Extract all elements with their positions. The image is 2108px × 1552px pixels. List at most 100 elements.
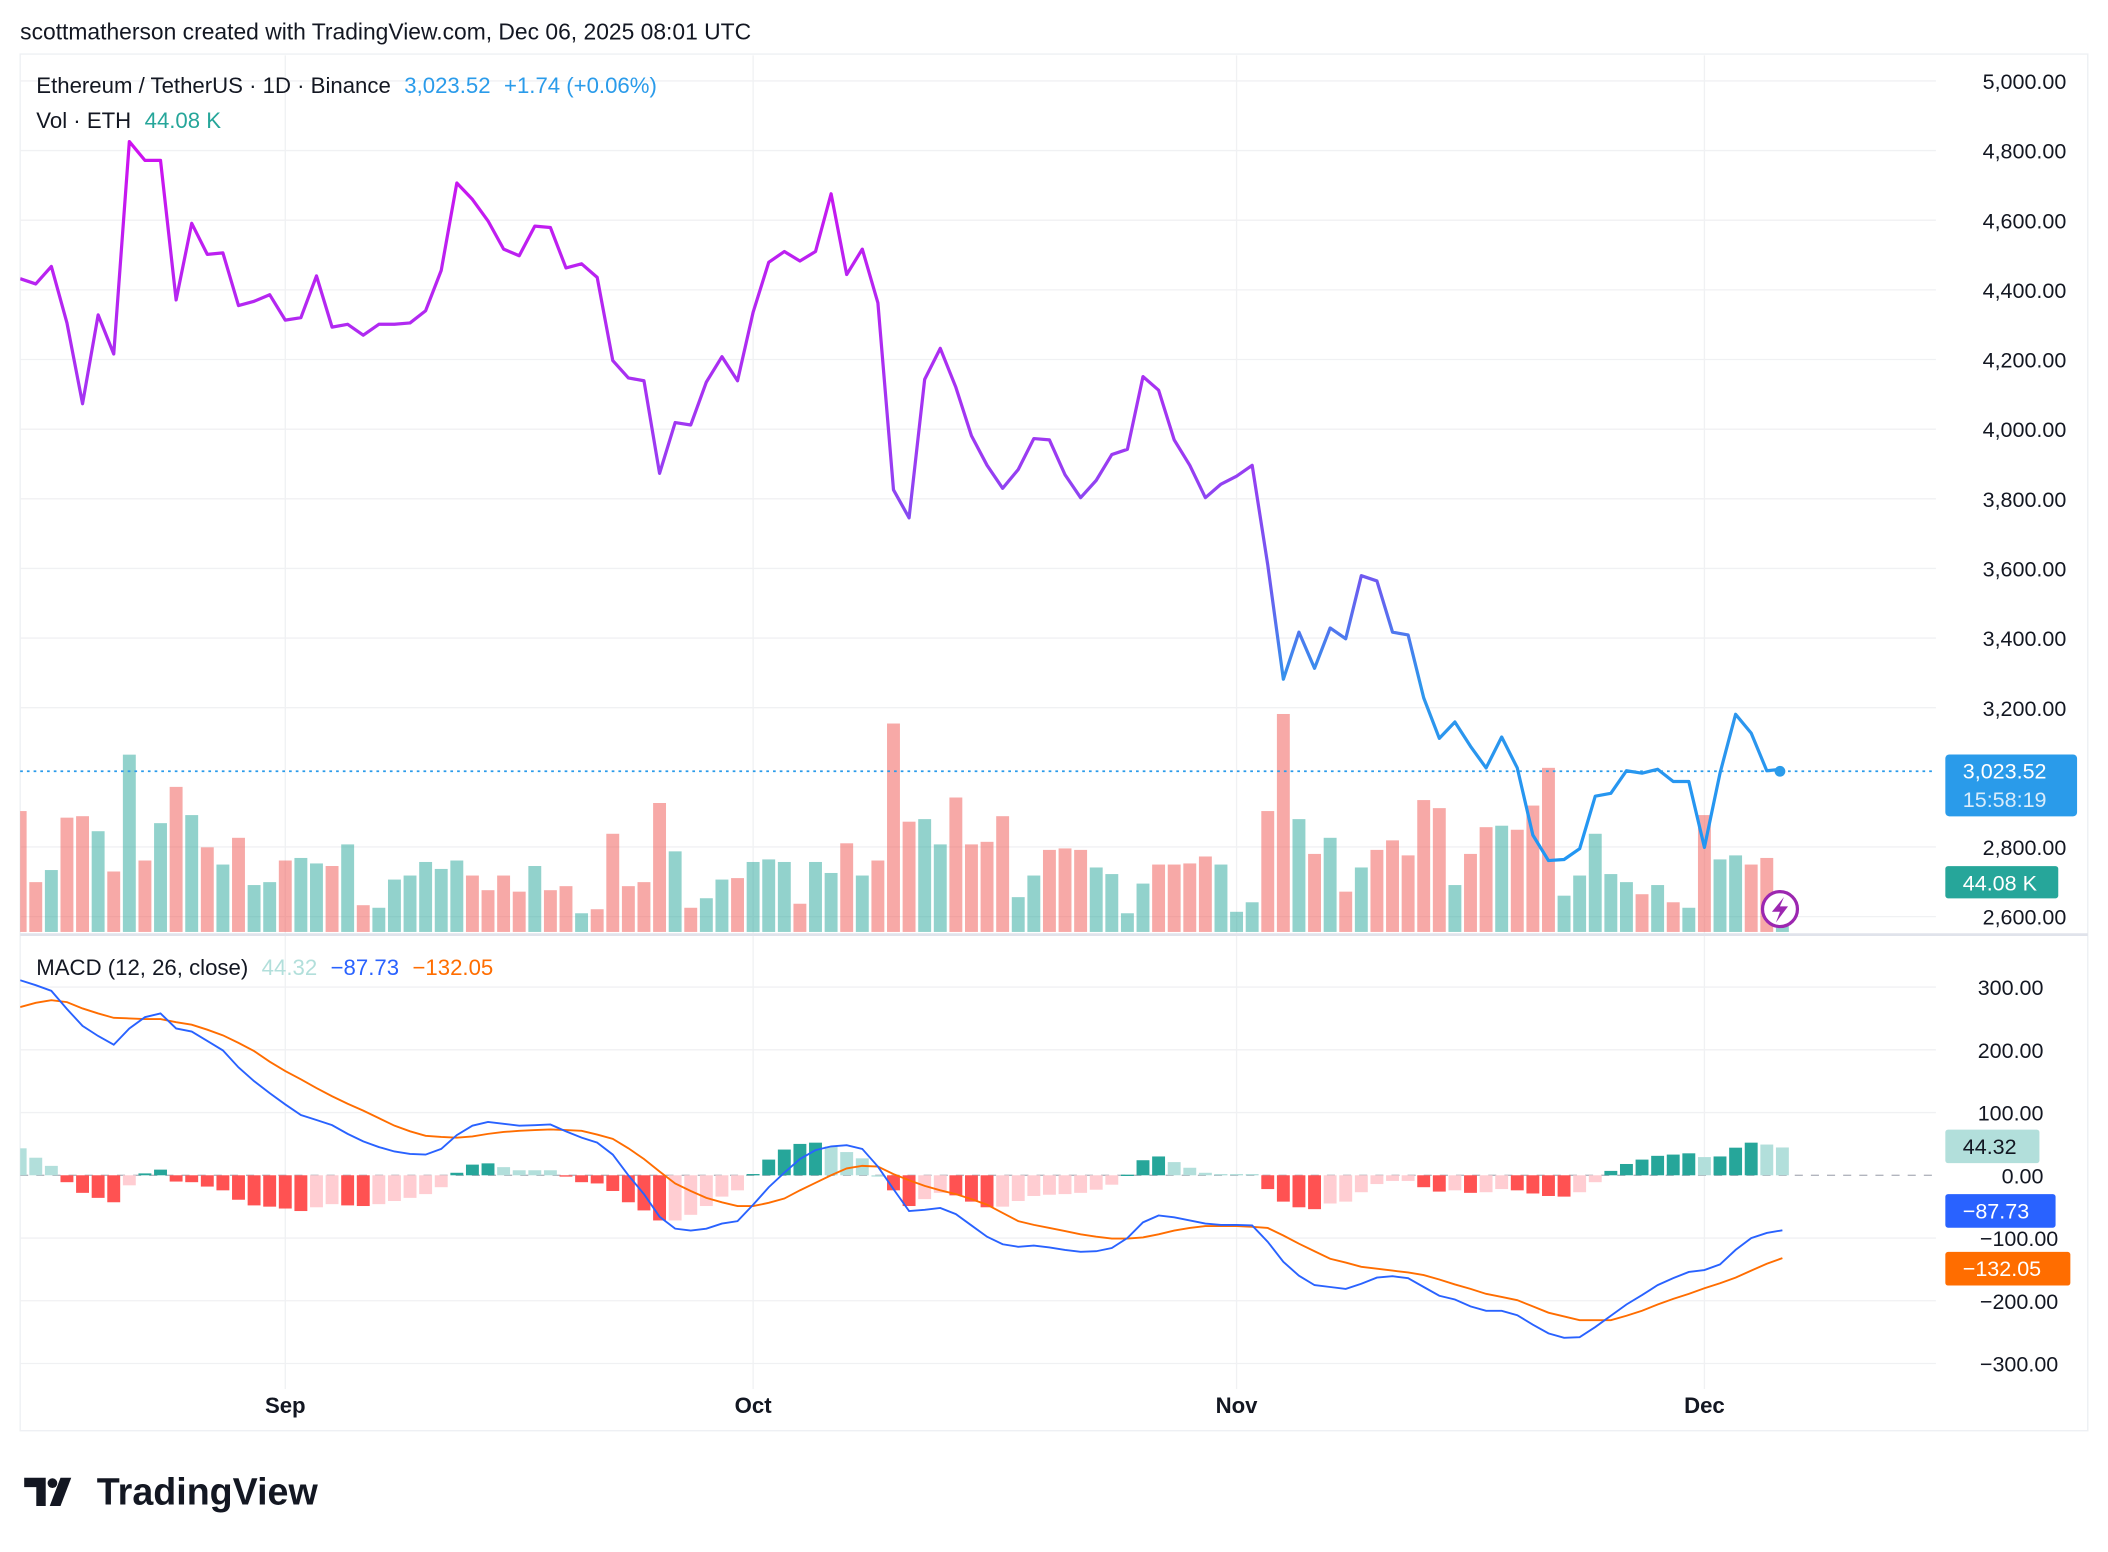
volume-bar (107, 871, 121, 932)
volume-bar (278, 860, 292, 932)
volume-bar (965, 844, 978, 932)
macd-tick-label: −300.00 (1980, 1353, 2058, 1377)
macd-histogram-bar (481, 1163, 495, 1176)
macd-histogram-bar (138, 1173, 152, 1176)
volume-bar (777, 861, 791, 932)
volume-bar (902, 821, 916, 932)
volume-bar (731, 878, 744, 932)
volume-marker-text: 44.08 K (1963, 871, 2038, 895)
volume-bar (653, 803, 667, 932)
volume-bar (138, 860, 152, 932)
macd-tick-label: −200.00 (1980, 1290, 2058, 1314)
macd-histogram-bar (887, 1175, 900, 1191)
volume-legend[interactable]: Vol · ETH 44.08 K (36, 108, 221, 133)
time-tick-label: Sep (265, 1393, 306, 1418)
volume-bar (294, 857, 308, 932)
macd-histogram-bar (1105, 1175, 1119, 1185)
svg-text:MACD (12, 26, close)44.32−87.7: MACD (12, 26, close) 44.32 −87.73 −132.05 (36, 955, 493, 980)
legend-last-price: 3,023.52 (404, 73, 490, 98)
volume-bar (762, 859, 776, 932)
macd-pane (20, 979, 1936, 1339)
macd-hist-value: 44.32 (262, 955, 317, 980)
macd-histogram-bar (1604, 1170, 1618, 1176)
volume-bar (1230, 911, 1244, 932)
volume-bar (559, 886, 573, 932)
macd-histogram-bar (278, 1175, 292, 1209)
volume-bars (20, 713, 1789, 932)
macd-histogram-bar (1526, 1175, 1540, 1194)
macd-histogram-bar (107, 1175, 121, 1203)
macd-histogram-bar (606, 1175, 620, 1191)
volume-bar (1370, 849, 1384, 932)
attribution-text: scottmatherson created with TradingView.… (20, 18, 751, 44)
price-tick-label: 3,600.00 (1983, 557, 2067, 581)
macd-line (20, 979, 1783, 1339)
macd-histogram-bar (1542, 1175, 1555, 1196)
macd-histogram-bar (1729, 1147, 1743, 1176)
volume-bar (543, 890, 557, 932)
price-tick-label: 3,200.00 (1983, 697, 2067, 721)
macd-histogram-bar (263, 1175, 277, 1207)
volume-bar (1027, 875, 1041, 932)
macd-histogram-bar (590, 1175, 604, 1184)
macd-histogram-bar (1682, 1153, 1696, 1176)
price-tick-label: 2,600.00 (1983, 906, 2067, 930)
macd-legend[interactable]: MACD (12, 26, close) 44.32 −87.73 −132.05 (36, 955, 493, 980)
macd-histogram-bar (1417, 1175, 1431, 1188)
volume-bar (1510, 829, 1524, 932)
macd-histogram-bar (746, 1174, 760, 1176)
macd-histogram-bar (434, 1175, 448, 1188)
macd-histogram-bar (1198, 1172, 1212, 1176)
macd-histogram-bar (1292, 1175, 1306, 1208)
macd-histogram-bar (1245, 1174, 1259, 1176)
macd-histogram-bar (44, 1165, 58, 1176)
volume-bar (824, 872, 838, 932)
time-axis[interactable]: Sep Oct Nov Dec (265, 1393, 1725, 1418)
chart-frame (19, 53, 2089, 1432)
macd-axis[interactable]: 300.00 200.00 100.00 0.00 −100.00 −200.00 −300… (1978, 976, 2059, 1376)
tradingview-logo[interactable]: TradingView (24, 1471, 318, 1513)
price-tick-label: 4,200.00 (1983, 349, 2067, 373)
macd-histogram-bar (762, 1159, 776, 1176)
macd-histogram-bar (824, 1146, 838, 1176)
volume-bar (1604, 874, 1618, 932)
volume-bar (1557, 895, 1571, 932)
lightning-icon[interactable] (1760, 890, 1800, 929)
volume-bar (887, 723, 900, 932)
volume-bar (996, 816, 1010, 932)
macd-histogram-bar (996, 1175, 1010, 1207)
macd-histogram-bar (512, 1170, 526, 1176)
macd-histogram-bar (777, 1149, 791, 1176)
macd-histogram-bar (465, 1164, 479, 1176)
volume-bar (341, 844, 355, 932)
price-legend[interactable]: Ethereum / TetherUS · 1D · Binance 3,023.… (36, 73, 657, 98)
macd-histogram-bar (232, 1175, 245, 1200)
legend-change: +1.74 (+0.06%) (504, 73, 657, 98)
volume-bar (1666, 902, 1680, 932)
volume-bar (91, 831, 105, 932)
macd-histogram-bar (1058, 1175, 1072, 1195)
volume-bar (1526, 805, 1540, 932)
last-price-dot (1774, 765, 1786, 777)
volume-bar (29, 882, 43, 932)
volume-bar (1635, 894, 1649, 932)
price-axis[interactable]: 5,000.00 4,800.00 4,600.00 4,400.00 4,200.00… (1983, 70, 2067, 930)
macd-histogram-bar (949, 1175, 963, 1196)
macd-tick-label: 0.00 (2002, 1164, 2044, 1188)
macd-histogram-bar (559, 1175, 573, 1177)
macd-signal-marker: −132.05 (1945, 1251, 2071, 1286)
volume-bar (1401, 855, 1415, 932)
macd-histogram-bar (1495, 1175, 1509, 1190)
macd-title: MACD (12, 26, close) (36, 955, 248, 980)
macd-histogram-bar (1619, 1163, 1633, 1176)
price-tick-label: 2,800.00 (1983, 836, 2067, 860)
volume-bar (325, 866, 339, 932)
price-tick-label: 4,600.00 (1983, 209, 2067, 233)
macd-histogram-bar (715, 1175, 729, 1197)
price-tick-label: 4,400.00 (1983, 279, 2067, 303)
volume-bar (356, 905, 370, 932)
macd-histogram-bar (1339, 1175, 1353, 1202)
macd-line-marker: −87.73 (1945, 1194, 2056, 1228)
volume-bar (450, 860, 464, 932)
macd-histogram-bar (1183, 1167, 1197, 1176)
